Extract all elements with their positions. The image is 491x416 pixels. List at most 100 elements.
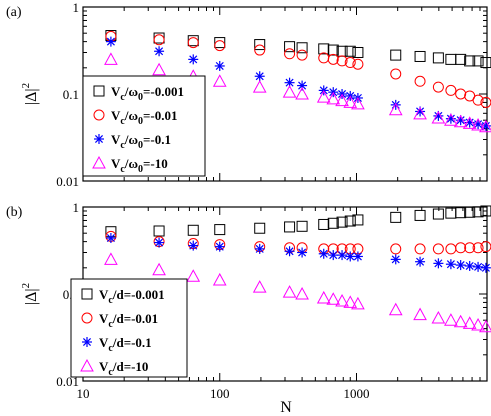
- legend-box: [70, 278, 188, 378]
- legend-entry: Vc/d=-0.1: [99, 335, 152, 354]
- data-point: [431, 310, 446, 324]
- data-point: [295, 86, 309, 100]
- data-point: [388, 302, 403, 316]
- data-point: [326, 91, 341, 105]
- data-point: [316, 290, 331, 304]
- data-point: [104, 252, 118, 265]
- data-point: [464, 242, 476, 254]
- data-point: [344, 57, 356, 69]
- data-point: [415, 256, 426, 267]
- data-point: [453, 114, 468, 128]
- series-4: [104, 252, 491, 333]
- data-point: [473, 119, 484, 130]
- data-point: [432, 81, 444, 93]
- data-point: [432, 243, 444, 255]
- data-point: [296, 42, 308, 54]
- data-point: [318, 52, 330, 64]
- data-point: [326, 292, 341, 305]
- data-point: [297, 247, 308, 258]
- data-point: [413, 307, 427, 321]
- data-point: [214, 60, 225, 71]
- legend-marker: [82, 337, 92, 347]
- data-point: [471, 117, 485, 131]
- data-point: [352, 58, 364, 70]
- y-axis-label: |Δ|2: [20, 283, 40, 305]
- data-point: [445, 84, 457, 96]
- legend: Vc/d=-0.001 Vc/d=-0.01 Vc/d=-0.1 Vc/d=-10: [70, 278, 188, 378]
- data-point: [188, 54, 199, 65]
- data-point: [105, 233, 116, 244]
- series-1: [105, 30, 491, 69]
- series-1: [105, 205, 491, 238]
- data-point: [390, 243, 402, 255]
- data-point: [472, 206, 484, 218]
- data-point: [390, 49, 402, 61]
- data-point: [254, 44, 266, 56]
- data-point: [187, 37, 199, 49]
- data-point: [252, 80, 267, 93]
- legend-entry: Vc/d=-10: [99, 359, 148, 378]
- data-point: [390, 99, 401, 110]
- data-point: [480, 241, 491, 253]
- data-point: [352, 46, 364, 58]
- data-point: [154, 237, 165, 248]
- data-point: [152, 62, 166, 76]
- data-point: [445, 53, 457, 65]
- data-point: [445, 243, 457, 255]
- y-axis-label: |Δ|2: [20, 83, 40, 105]
- data-point: [444, 313, 458, 326]
- data-point: [445, 259, 456, 270]
- data-point: [351, 296, 365, 310]
- data-point: [414, 50, 426, 62]
- data-point: [432, 52, 444, 64]
- data-point: [336, 55, 348, 67]
- legend-marker: [80, 358, 94, 372]
- legend-entry: Vc/ω0=-0.01: [111, 108, 177, 127]
- data-point: [445, 207, 457, 219]
- data-point: [479, 319, 491, 333]
- data-point: [186, 269, 201, 282]
- data-point: [479, 119, 491, 133]
- data-point: [344, 215, 356, 227]
- data-point: [462, 316, 477, 329]
- data-point: [188, 240, 199, 251]
- legend-marker: [92, 155, 106, 169]
- data-point: [445, 113, 456, 124]
- legend-entry: Vc/ω0=-10: [111, 156, 168, 175]
- data-point: [431, 110, 446, 124]
- data-point: [254, 243, 265, 254]
- data-point: [455, 207, 467, 219]
- data-point: [337, 250, 348, 261]
- legend-entry: Vc/ω0=-0.1: [111, 132, 171, 151]
- data-point: [473, 261, 484, 272]
- data-point: [464, 260, 475, 271]
- data-point: [352, 251, 363, 262]
- data-point: [472, 94, 484, 106]
- legend-marker: [93, 109, 105, 121]
- data-point: [390, 68, 402, 80]
- data-point: [284, 48, 296, 60]
- data-point: [327, 217, 339, 229]
- data-point: [104, 52, 118, 65]
- data-point: [282, 85, 297, 98]
- legend-marker: [81, 312, 93, 324]
- data-point: [343, 95, 358, 108]
- x-tick-label: 1000: [344, 386, 370, 401]
- data-point: [318, 43, 330, 55]
- data-point: [295, 286, 309, 300]
- data-point: [254, 222, 266, 234]
- data-point: [153, 34, 165, 46]
- y-tick-label: 0.01: [56, 174, 79, 189]
- y-tick-label: 1: [73, 0, 80, 15]
- data-point: [390, 211, 402, 223]
- data-point: [297, 80, 308, 91]
- data-point: [284, 246, 295, 257]
- data-point: [480, 262, 491, 273]
- data-point: [462, 116, 477, 129]
- data-point: [388, 102, 403, 116]
- data-point: [444, 113, 458, 126]
- data-point: [296, 49, 308, 61]
- data-point: [152, 262, 166, 276]
- y-tick-label: 0.1: [63, 87, 79, 102]
